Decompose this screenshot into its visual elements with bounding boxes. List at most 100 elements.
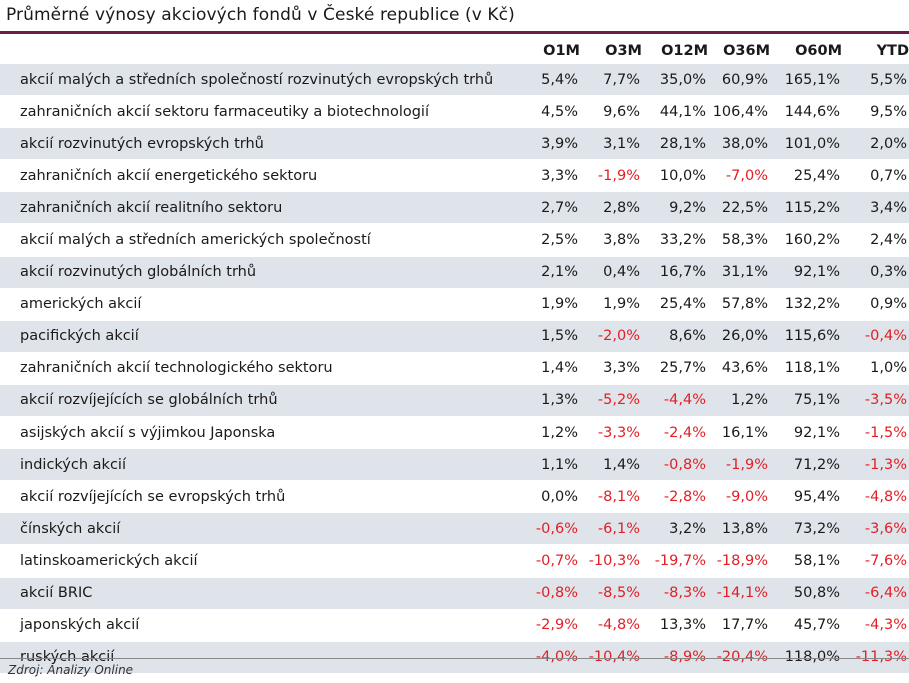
- page-title: Průměrné výnosy akciových fondů v České …: [6, 5, 515, 25]
- fund-category-name: akcií rozvinutých evropských trhů: [0, 127, 527, 161]
- header-ytd: YTD: [876, 43, 909, 59]
- return-value-o12m: -19,7%: [642, 544, 708, 578]
- return-value-o1m: 3,3%: [527, 159, 580, 193]
- return-value-o60m: 95,4%: [770, 480, 842, 514]
- return-value-o36m: 17,7%: [708, 609, 770, 642]
- fund-category-name: zahraničních akcií technologického sekto…: [0, 352, 527, 385]
- return-value-o1m: -0,6%: [527, 512, 580, 546]
- return-value-o1m: 1,4%: [527, 352, 580, 385]
- return-value-o1m: 1,3%: [527, 384, 580, 418]
- return-value-o12m: 28,1%: [642, 127, 708, 161]
- return-value-o3m: 0,4%: [580, 256, 642, 289]
- table-row: indických akcií 1,1% 1,4% -0,8% -1,9% 71,2% -1…: [0, 448, 909, 482]
- table-row: ruských akcií -4,0% -10,4% -8,9% -20,4% 118,0…: [0, 641, 909, 674]
- return-value-o36m: -1,9%: [708, 448, 770, 482]
- fund-category-name: akcií rozvíjejících se globálních trhů: [0, 384, 527, 418]
- return-value-o3m: -10,3%: [580, 544, 642, 578]
- return-value-ytd: 0,7%: [842, 159, 909, 193]
- return-value-o1m: 1,5%: [527, 320, 580, 353]
- return-value-o1m: 5,4%: [527, 64, 580, 97]
- header-o36m: O36M: [723, 43, 770, 59]
- return-value-o60m: 92,1%: [770, 256, 842, 289]
- return-value-o60m: 160,2%: [770, 223, 842, 257]
- return-value-o12m: 16,7%: [642, 256, 708, 289]
- table-row: pacifických akcií 1,5% -2,0% 8,6% 26,0% 115,6…: [0, 320, 909, 353]
- fund-category-name: latinskoamerických akcií: [0, 544, 527, 578]
- return-value-ytd: -7,6%: [842, 544, 909, 578]
- return-value-o1m: -2,9%: [527, 609, 580, 642]
- table-row: zahraničních akcií realitního sektoru 2,7…: [0, 191, 909, 225]
- table-row: zahraničních akcií technologického sekto…: [0, 352, 909, 385]
- table-row: akcií rozvíjejících se evropských trhů 0,…: [0, 480, 909, 514]
- return-value-o1m: 1,1%: [527, 448, 580, 482]
- return-value-o60m: 75,1%: [770, 384, 842, 418]
- header-o1m: O1M: [543, 43, 580, 59]
- header-fund-name: [0, 38, 527, 64]
- return-value-ytd: 5,5%: [842, 64, 909, 97]
- return-value-o60m: 144,6%: [770, 95, 842, 129]
- fund-category-name: akcií malých a středních společností roz…: [0, 64, 527, 97]
- return-value-o1m: 2,5%: [527, 223, 580, 257]
- return-value-o60m: 165,1%: [770, 64, 842, 97]
- table-row: akcií malých a středních amerických spol…: [0, 223, 909, 257]
- table-row: akcií rozvinutých evropských trhů 3,9% 3,1…: [0, 127, 909, 161]
- return-value-ytd: -1,3%: [842, 448, 909, 482]
- source-note: Zdroj: Analizy Online: [8, 663, 134, 677]
- return-value-ytd: -1,5%: [842, 416, 909, 450]
- return-value-o12m: -0,8%: [642, 448, 708, 482]
- return-value-o3m: -8,5%: [580, 577, 642, 610]
- return-value-ytd: 0,3%: [842, 256, 909, 289]
- return-value-o36m: 43,6%: [708, 352, 770, 385]
- fund-category-name: akcií BRIC: [0, 577, 527, 610]
- return-value-o36m: 58,3%: [708, 223, 770, 257]
- return-value-o1m: 2,1%: [527, 256, 580, 289]
- return-value-o1m: -4,0%: [527, 641, 580, 674]
- table-row: zahraničních akcií sektoru farmaceutiky …: [0, 95, 909, 129]
- fund-category-name: čínských akcií: [0, 512, 527, 546]
- return-value-o12m: 3,2%: [642, 512, 708, 546]
- return-value-o12m: -8,9%: [642, 641, 708, 674]
- return-value-o3m: 3,3%: [580, 352, 642, 385]
- return-value-o3m: -2,0%: [580, 320, 642, 353]
- returns-table: O1M O3M O12M O36M O60M YTD akcií malých …: [0, 38, 909, 674]
- fund-category-name: amerických akcií: [0, 288, 527, 321]
- return-value-o3m: -4,8%: [580, 609, 642, 642]
- return-value-o1m: 2,7%: [527, 191, 580, 225]
- return-value-o60m: 50,8%: [770, 577, 842, 610]
- return-value-o3m: 2,8%: [580, 191, 642, 225]
- return-value-o36m: -20,4%: [708, 641, 770, 674]
- return-value-o36m: -18,9%: [708, 544, 770, 578]
- return-value-o60m: 71,2%: [770, 448, 842, 482]
- return-value-o3m: -6,1%: [580, 512, 642, 546]
- return-value-ytd: -6,4%: [842, 577, 909, 610]
- return-value-o12m: 25,7%: [642, 352, 708, 385]
- return-value-o1m: 1,2%: [527, 416, 580, 450]
- table-row: akcií rozvinutých globálních trhů 2,1% 0,4…: [0, 256, 909, 289]
- return-value-o60m: 115,2%: [770, 191, 842, 225]
- return-value-o36m: 31,1%: [708, 256, 770, 289]
- header-row: O1M O3M O12M O36M O60M YTD: [0, 38, 909, 64]
- return-value-o36m: -9,0%: [708, 480, 770, 514]
- return-value-o3m: -8,1%: [580, 480, 642, 514]
- return-value-ytd: 1,0%: [842, 352, 909, 385]
- return-value-o12m: 33,2%: [642, 223, 708, 257]
- return-value-o36m: -7,0%: [708, 159, 770, 193]
- return-value-o36m: -14,1%: [708, 577, 770, 610]
- return-value-o12m: 25,4%: [642, 288, 708, 321]
- return-value-o36m: 60,9%: [708, 64, 770, 97]
- return-value-o3m: 9,6%: [580, 95, 642, 129]
- table-row: čínských akcií -0,6% -6,1% 3,2% 13,8% 73,2% -3…: [0, 512, 909, 546]
- return-value-o12m: 9,2%: [642, 191, 708, 225]
- return-value-o1m: 1,9%: [527, 288, 580, 321]
- return-value-ytd: -3,5%: [842, 384, 909, 418]
- return-value-ytd: -4,8%: [842, 480, 909, 514]
- fund-category-name: indických akcií: [0, 448, 527, 482]
- table-row: amerických akcií 1,9% 1,9% 25,4% 57,8% 132,2%…: [0, 288, 909, 321]
- header-o12m: O12M: [661, 43, 708, 59]
- return-value-o60m: 45,7%: [770, 609, 842, 642]
- return-value-o3m: -5,2%: [580, 384, 642, 418]
- return-value-o60m: 92,1%: [770, 416, 842, 450]
- fund-category-name: ruských akcií: [0, 641, 527, 674]
- return-value-o12m: -8,3%: [642, 577, 708, 610]
- return-value-ytd: -11,3%: [842, 641, 909, 674]
